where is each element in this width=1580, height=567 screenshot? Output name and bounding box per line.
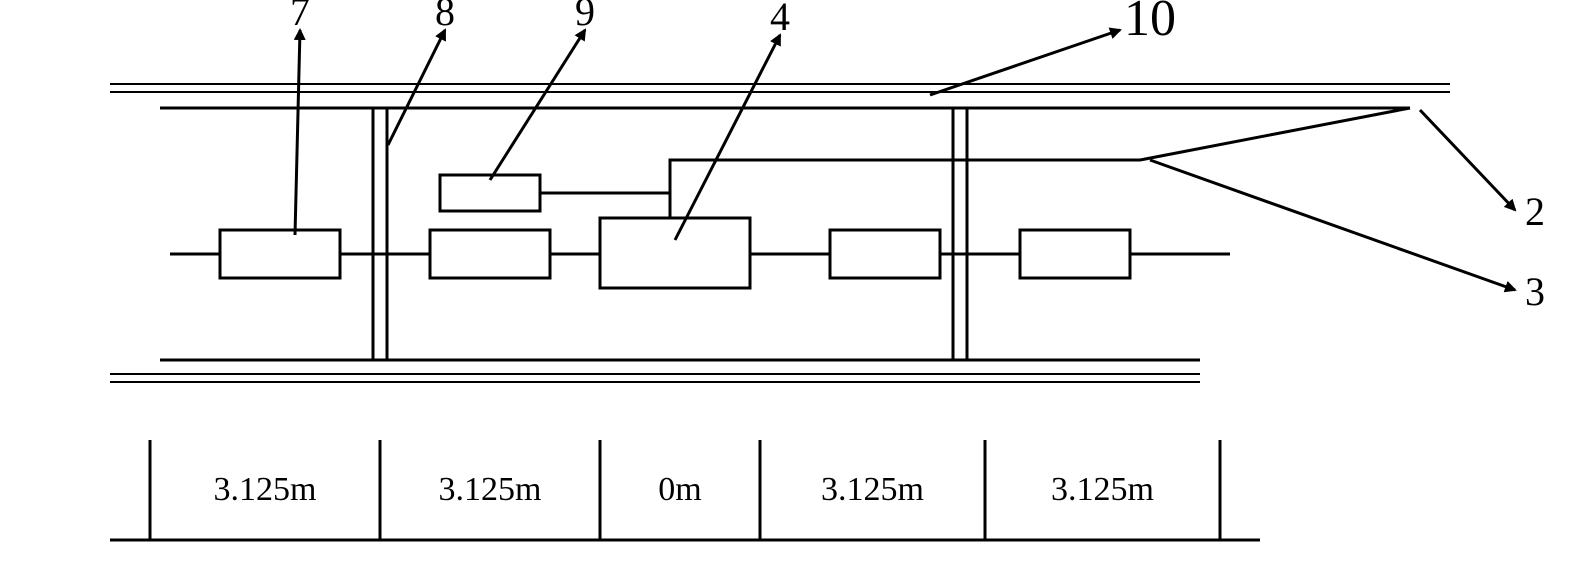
dimensions-layer: 3.125m 3.125m 0m 3.125m 3.125m [110, 440, 1260, 540]
callout-label-7: 7 [290, 0, 310, 34]
dim-label-2: 0m [658, 471, 701, 508]
dim-label-4: 3.125m [1051, 471, 1154, 508]
dim-label-3: 3.125m [821, 471, 924, 508]
callout-label-4: 4 [770, 0, 790, 39]
vertical-post-1 [953, 108, 967, 360]
callout-2: 2 [1420, 110, 1545, 234]
dim-label-1: 3.125m [439, 471, 542, 508]
callout-label-8: 8 [435, 0, 455, 34]
signal-line [670, 108, 1410, 218]
component-box4 [600, 218, 750, 288]
component-box9 [440, 175, 540, 211]
callout-label-3: 3 [1525, 269, 1545, 314]
outer-top-rail [110, 84, 1450, 92]
callout-9: 9 [490, 0, 595, 180]
callout-7: 7 [290, 0, 310, 235]
component-boxR2 [830, 230, 940, 278]
boxes-layer [220, 175, 1130, 288]
callout-label-10: 10 [1124, 0, 1176, 47]
callout-label-2: 2 [1525, 189, 1545, 234]
dim-label-0: 3.125m [214, 471, 317, 508]
callout-4: 4 [675, 0, 790, 240]
component-box7 [220, 230, 340, 278]
callout-8: 8 [388, 0, 455, 145]
schematic-diagram: 7 8 9 4 10 2 3 3.125m 3.125m 0m 3.125m 3.125m [0, 0, 1580, 567]
outer-bottom-rail [110, 374, 1200, 382]
component-boxL2 [430, 230, 550, 278]
vertical-post-0 [373, 108, 387, 360]
callout-3: 3 [1150, 160, 1545, 314]
callout-label-9: 9 [575, 0, 595, 34]
callout-10: 10 [930, 0, 1176, 95]
component-boxR1 [1020, 230, 1130, 278]
